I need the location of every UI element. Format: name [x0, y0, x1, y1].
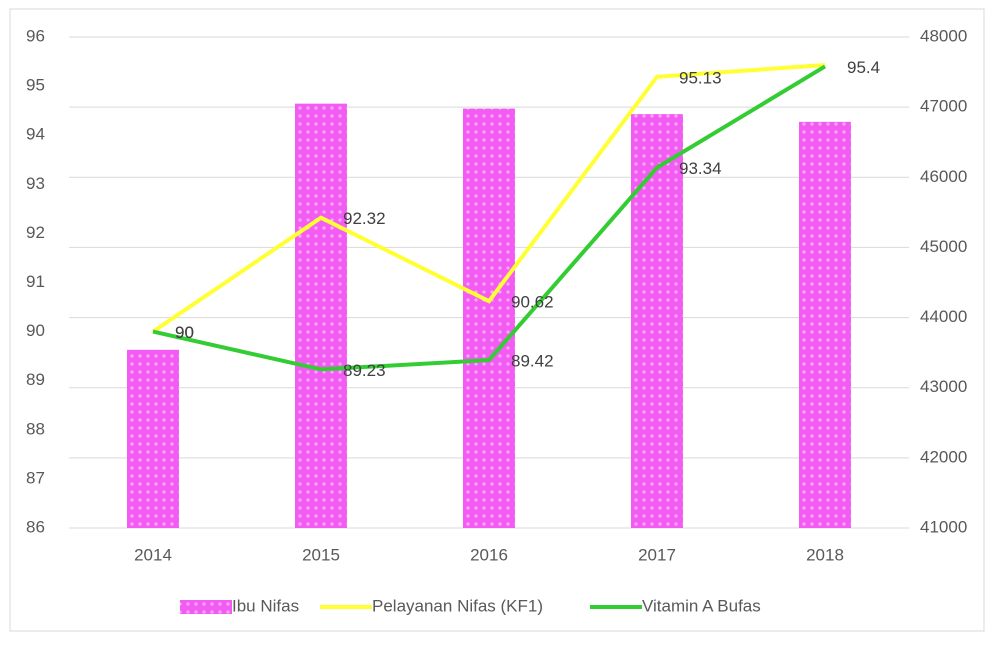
y-tick-label: 92	[26, 223, 45, 242]
data-label: 90.62	[511, 293, 554, 312]
y2-tick-label: 45000	[920, 237, 967, 256]
y-tick-label: 86	[26, 517, 45, 536]
x-tick-label: 2017	[638, 545, 676, 564]
legend-label: Vitamin A Bufas	[642, 596, 761, 615]
y-tick-label: 89	[26, 370, 45, 389]
y2-tick-label: 44000	[920, 307, 967, 326]
y-tick-label: 93	[26, 174, 45, 193]
y-tick-label: 96	[26, 26, 45, 45]
data-label: 89.23	[343, 361, 386, 380]
x-tick-label: 2015	[302, 545, 340, 564]
bar	[631, 114, 683, 529]
data-label: 95.4	[847, 58, 880, 77]
y2-tick-label: 48000	[920, 26, 967, 45]
bar	[295, 103, 347, 528]
y-tick-label: 88	[26, 419, 45, 438]
x-tick-label: 2014	[134, 545, 172, 564]
data-label: 89.42	[511, 352, 554, 371]
y-tick-label: 95	[26, 76, 45, 95]
y-tick-label: 91	[26, 272, 45, 291]
data-label: 93.34	[679, 159, 722, 178]
y-tick-label: 94	[26, 125, 45, 144]
y2-tick-label: 41000	[920, 517, 967, 536]
legend-label: Pelayanan Nifas (KF1)	[372, 596, 543, 615]
data-label: 90	[175, 323, 194, 342]
legend-label: Ibu Nifas	[232, 596, 299, 615]
y2-tick-label: 42000	[920, 447, 967, 466]
x-tick-label: 2018	[806, 545, 844, 564]
data-label: 95.13	[679, 68, 722, 87]
y-tick-label: 90	[26, 321, 45, 340]
y2-tick-label: 43000	[920, 377, 967, 396]
data-label: 92.32	[343, 209, 386, 228]
bar	[463, 108, 515, 528]
y2-tick-label: 46000	[920, 167, 967, 186]
data-label: 90	[175, 323, 194, 342]
line	[152, 64, 827, 372]
bar	[127, 349, 179, 528]
y2-tick-label: 47000	[920, 97, 967, 116]
bar	[799, 121, 851, 528]
legend-swatch	[180, 600, 232, 614]
x-tick-label: 2016	[470, 545, 508, 564]
line	[151, 62, 826, 334]
y-tick-label: 87	[26, 468, 45, 487]
